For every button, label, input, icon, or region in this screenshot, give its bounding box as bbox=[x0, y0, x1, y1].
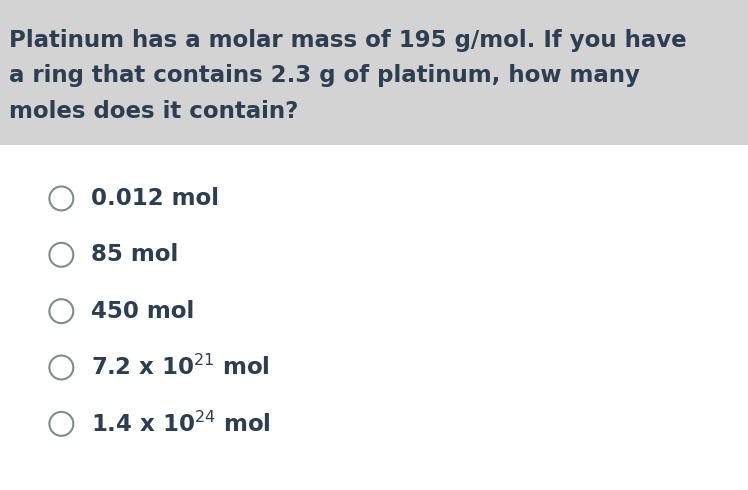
Text: 7.2 x 10$^{21}$ mol: 7.2 x 10$^{21}$ mol bbox=[91, 355, 270, 380]
Text: Platinum has a molar mass of 195 g/mol. If you have: Platinum has a molar mass of 195 g/mol. … bbox=[9, 29, 687, 51]
Text: 85 mol: 85 mol bbox=[91, 244, 179, 266]
Text: 0.012 mol: 0.012 mol bbox=[91, 187, 219, 210]
Text: 450 mol: 450 mol bbox=[91, 300, 194, 322]
Bar bbox=[0, 0, 748, 145]
Text: a ring that contains 2.3 g of platinum, how many: a ring that contains 2.3 g of platinum, … bbox=[9, 65, 640, 87]
Text: moles does it contain?: moles does it contain? bbox=[9, 100, 298, 123]
Text: 1.4 x 10$^{24}$ mol: 1.4 x 10$^{24}$ mol bbox=[91, 411, 271, 437]
